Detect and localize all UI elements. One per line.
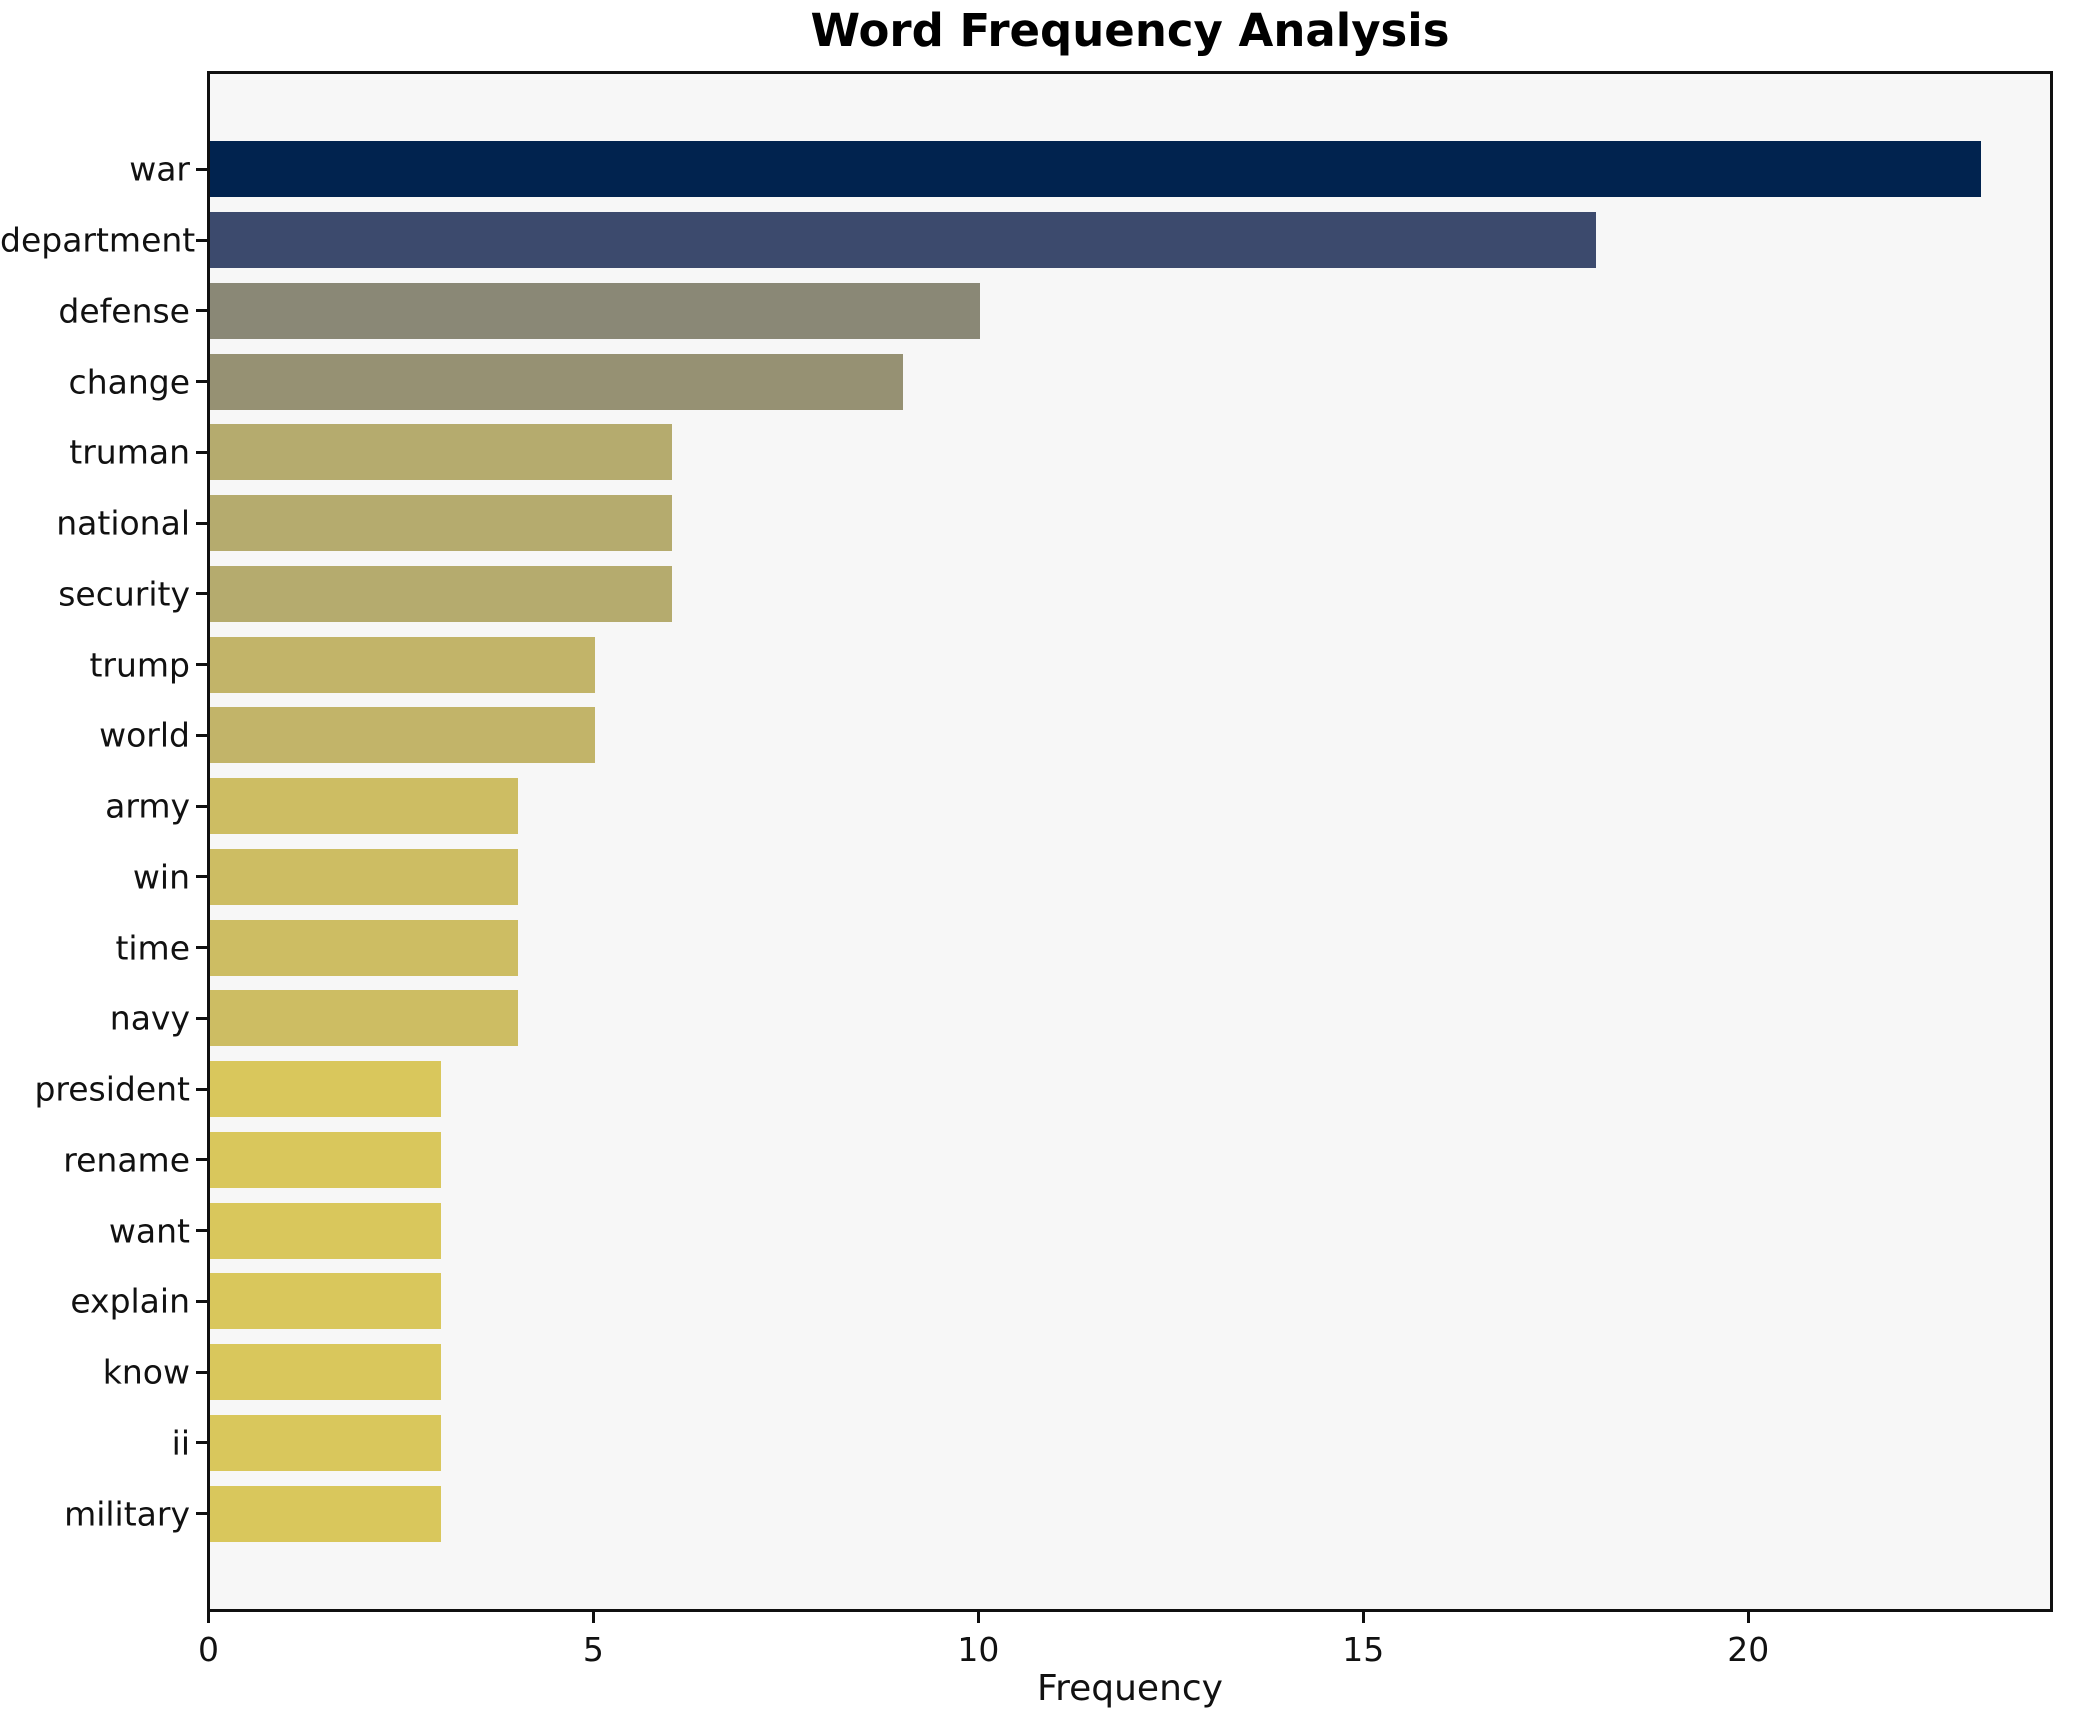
y-tick-mark (196, 663, 207, 667)
x-tick-label: 15 (1342, 1630, 1385, 1669)
x-tick-mark (1746, 1612, 1750, 1623)
bar-president (210, 1061, 441, 1118)
y-tick-mark (196, 1016, 207, 1020)
bar-trump (210, 636, 595, 693)
y-axis-label-explain: explain (70, 1281, 190, 1321)
y-tick-mark (196, 238, 207, 242)
y-axis-label-truman: truman (69, 432, 190, 472)
bar-ii (210, 1414, 441, 1471)
bar-department (210, 212, 1596, 269)
bar-navy (210, 990, 518, 1047)
y-tick-mark (196, 309, 207, 313)
bar-army (210, 778, 518, 835)
y-axis-label-security: security (58, 574, 190, 614)
y-tick-mark (196, 592, 207, 596)
y-axis-label-ii: ii (171, 1423, 190, 1463)
y-tick-mark (196, 1441, 207, 1445)
y-axis-label-department: department (0, 220, 196, 260)
bar-security (210, 565, 672, 622)
y-tick-mark (196, 167, 207, 171)
y-tick-mark (196, 1229, 207, 1233)
y-tick-mark (196, 1299, 207, 1303)
y-tick-mark (196, 875, 207, 879)
bar-want (210, 1202, 441, 1259)
bar-win (210, 848, 518, 905)
y-axis-label-defense: defense (58, 291, 190, 331)
x-tick-mark (207, 1612, 210, 1623)
x-tick-mark (1361, 1612, 1365, 1623)
y-tick-mark (196, 380, 207, 384)
chart-title: Word Frequency Analysis (810, 4, 1450, 57)
x-tick-mark (591, 1612, 595, 1623)
y-tick-mark (196, 521, 207, 525)
x-tick-label: 10 (957, 1630, 1000, 1669)
y-axis-label-army: army (105, 786, 190, 826)
y-axis-label-president: president (34, 1069, 190, 1109)
y-tick-mark (196, 1087, 207, 1091)
bar-truman (210, 424, 672, 481)
y-axis-label-time: time (115, 928, 190, 968)
bar-military (210, 1485, 441, 1542)
x-tick-label: 5 (582, 1630, 604, 1669)
bar-change (210, 353, 903, 410)
y-axis-label-national: national (56, 503, 190, 543)
y-axis-label-rename: rename (63, 1140, 190, 1180)
y-axis-label-war: war (129, 149, 190, 189)
x-tick-mark (976, 1612, 980, 1623)
y-tick-mark (196, 733, 207, 737)
y-axis-label-military: military (64, 1494, 190, 1534)
x-axis-label: Frequency (1037, 1668, 1223, 1709)
bar-national (210, 495, 672, 552)
y-axis-label-trump: trump (89, 645, 190, 685)
bar-rename (210, 1131, 441, 1188)
bar-time (210, 919, 518, 976)
y-axis-label-win: win (132, 857, 190, 897)
y-tick-mark (196, 1370, 207, 1374)
y-tick-mark (196, 1512, 207, 1516)
y-tick-mark (196, 1158, 207, 1162)
y-axis-label-know: know (102, 1352, 190, 1392)
x-tick-label: 20 (1727, 1630, 1770, 1669)
x-tick-label: 0 (198, 1630, 219, 1669)
y-axis-label-navy: navy (109, 998, 190, 1038)
y-tick-mark (196, 450, 207, 454)
bar-defense (210, 282, 980, 339)
y-tick-mark (196, 946, 207, 950)
bar-explain (210, 1273, 441, 1330)
bar-world (210, 707, 595, 764)
y-axis-label-world: world (99, 715, 190, 755)
y-axis-label-want: want (108, 1211, 190, 1251)
bar-war (210, 141, 1981, 198)
y-tick-mark (196, 804, 207, 808)
bar-know (210, 1344, 441, 1401)
y-axis-label-change: change (68, 362, 190, 402)
